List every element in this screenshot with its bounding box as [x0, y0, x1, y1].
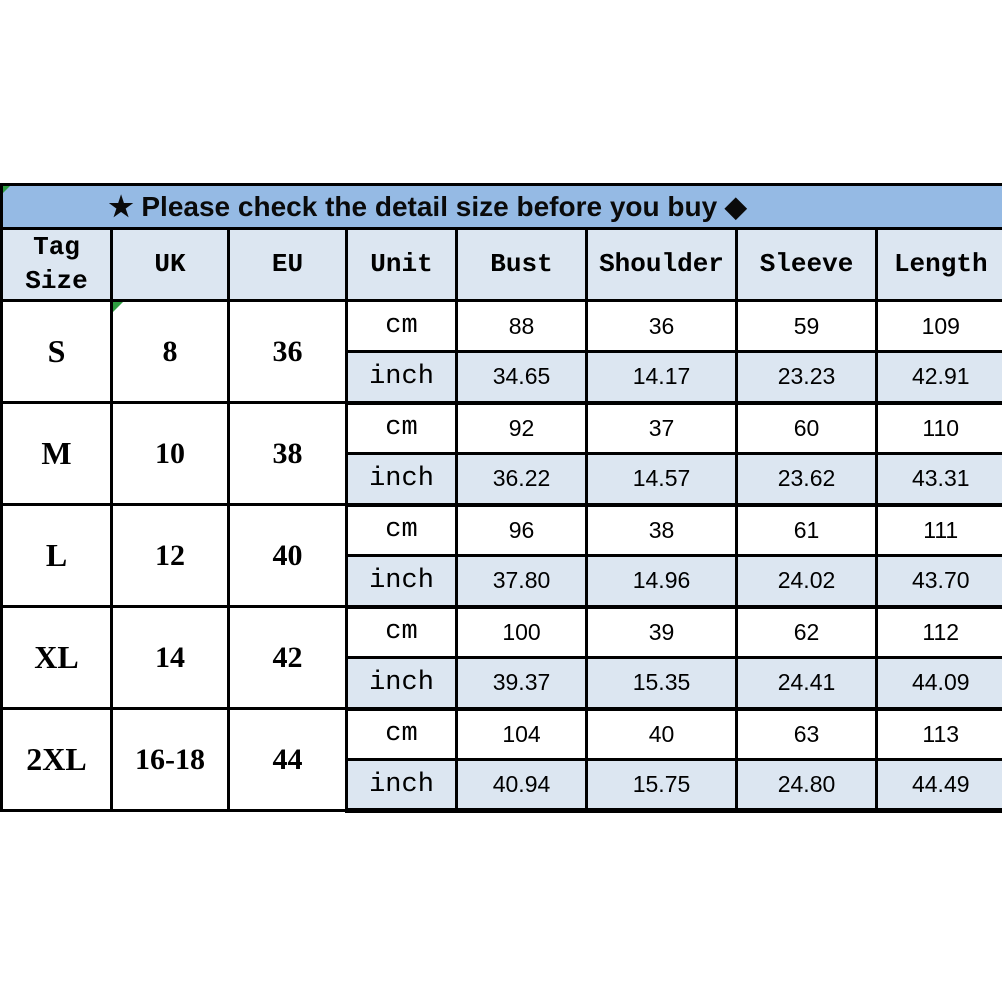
unit-label-inch: inch: [345, 554, 458, 609]
measurement-cell: 44.09: [875, 656, 1002, 711]
measurement-cell: 111: [875, 503, 1002, 557]
measurement-cell: 43.70: [875, 554, 1002, 609]
measurement-cell: 36.22: [455, 452, 588, 507]
measurement-cell: 88: [455, 299, 588, 353]
header-length: Length: [875, 227, 1002, 302]
unit-label-inch: inch: [345, 758, 458, 813]
measurement-cell: 24.02: [735, 554, 878, 609]
eu-value-s: 36: [227, 299, 348, 404]
header-sleeve: Sleeve: [735, 227, 878, 302]
measurement-cell: 15.35: [585, 656, 738, 711]
header-shoulder: Shoulder: [585, 227, 738, 302]
measurement-cell: 60: [735, 401, 878, 455]
row-m-cm: M 10 38 cm 92 37 60 110: [0, 401, 1002, 506]
measurement-cell: 92: [455, 401, 588, 455]
unit-label-cm: cm: [345, 503, 458, 557]
row-l-inch: inch 37.80 14.96 24.02 43.70: [2, 554, 1002, 609]
uk-value-m: 10: [110, 401, 230, 506]
measurement-cell: 23.23: [735, 350, 878, 405]
unit-label-inch: inch: [345, 350, 458, 405]
uk-value-s: 8: [110, 299, 230, 404]
header-bust: Bust: [455, 227, 588, 302]
measurement-cell: 39.37: [455, 656, 588, 711]
uk-value-xl: 14: [110, 605, 230, 710]
row-2xl-cm: 2XL 16-18 44 cm 104 40 63 113: [0, 707, 1002, 812]
unit-label-inch: inch: [345, 452, 458, 507]
size-chart-table: Tag Size UK EU Unit Bust Shoulder Sleeve…: [0, 227, 1002, 813]
measurement-cell: 14.96: [585, 554, 738, 609]
eu-value-l: 40: [227, 503, 348, 608]
size-label-l: L: [0, 503, 113, 608]
measurement-cell: 37: [585, 401, 738, 455]
table-header-row: Tag Size UK EU Unit Bust Shoulder Sleeve…: [0, 227, 1002, 302]
measurement-cell: 63: [735, 707, 878, 761]
measurement-cell: 37.80: [455, 554, 588, 609]
measurement-cell: 14.17: [585, 350, 738, 405]
eu-value-xl: 42: [227, 605, 348, 710]
row-s-inch: inch 34.65 14.17 23.23 42.91: [2, 350, 1002, 405]
measurement-cell: 40.94: [455, 758, 588, 813]
size-label-2xl: 2XL: [0, 707, 113, 812]
header-tag-size: Tag Size: [0, 227, 113, 302]
unit-label-cm: cm: [345, 707, 458, 761]
measurement-cell: 42.91: [875, 350, 1002, 405]
size-label-s: S: [0, 299, 113, 404]
eu-value-m: 38: [227, 401, 348, 506]
row-xl-inch: inch 39.37 15.35 24.41 44.09: [2, 656, 1002, 711]
header-uk: UK: [110, 227, 230, 302]
unit-label-inch: inch: [345, 656, 458, 711]
measurement-cell: 40: [585, 707, 738, 761]
header-unit: Unit: [345, 227, 458, 302]
measurement-cell: 39: [585, 605, 738, 659]
row-m-inch: inch 36.22 14.57 23.62 43.31: [2, 452, 1002, 507]
measurement-cell: 43.31: [875, 452, 1002, 507]
measurement-cell: 44.49: [875, 758, 1002, 813]
notice-banner-text: ★ Please check the detail size before yo…: [108, 191, 747, 222]
measurement-cell: 110: [875, 401, 1002, 455]
measurement-cell: 15.75: [585, 758, 738, 813]
measurement-cell: 14.57: [585, 452, 738, 507]
measurement-cell: 36: [585, 299, 738, 353]
measurement-cell: 100: [455, 605, 588, 659]
green-corner-marker: [114, 303, 123, 312]
green-corner-marker: [3, 186, 10, 193]
measurement-cell: 61: [735, 503, 878, 557]
notice-banner: ★ Please check the detail size before yo…: [0, 183, 1002, 230]
measurement-cell: 96: [455, 503, 588, 557]
row-l-cm: L 12 40 cm 96 38 61 111: [0, 503, 1002, 608]
unit-label-cm: cm: [345, 605, 458, 659]
measurement-cell: 23.62: [735, 452, 878, 507]
eu-value-2xl: 44: [227, 707, 348, 812]
measurement-cell: 62: [735, 605, 878, 659]
measurement-cell: 109: [875, 299, 1002, 353]
uk-value-s-text: 8: [162, 334, 178, 368]
row-s-cm: S 8 36 cm 88 36 59 109: [0, 299, 1002, 404]
measurement-cell: 34.65: [455, 350, 588, 405]
unit-label-cm: cm: [345, 401, 458, 455]
measurement-cell: 38: [585, 503, 738, 557]
unit-label-cm: cm: [345, 299, 458, 353]
row-2xl-inch: inch 40.94 15.75 24.80 44.49: [2, 758, 1002, 813]
header-eu: EU: [227, 227, 348, 302]
measurement-cell: 24.80: [735, 758, 878, 813]
measurement-cell: 59: [735, 299, 878, 353]
measurement-cell: 112: [875, 605, 1002, 659]
size-label-m: M: [0, 401, 113, 506]
measurement-cell: 113: [875, 707, 1002, 761]
measurement-cell: 24.41: [735, 656, 878, 711]
row-xl-cm: XL 14 42 cm 100 39 62 112: [0, 605, 1002, 710]
uk-value-l: 12: [110, 503, 230, 608]
size-label-xl: XL: [0, 605, 113, 710]
measurement-cell: 104: [455, 707, 588, 761]
uk-value-2xl: 16-18: [110, 707, 230, 812]
